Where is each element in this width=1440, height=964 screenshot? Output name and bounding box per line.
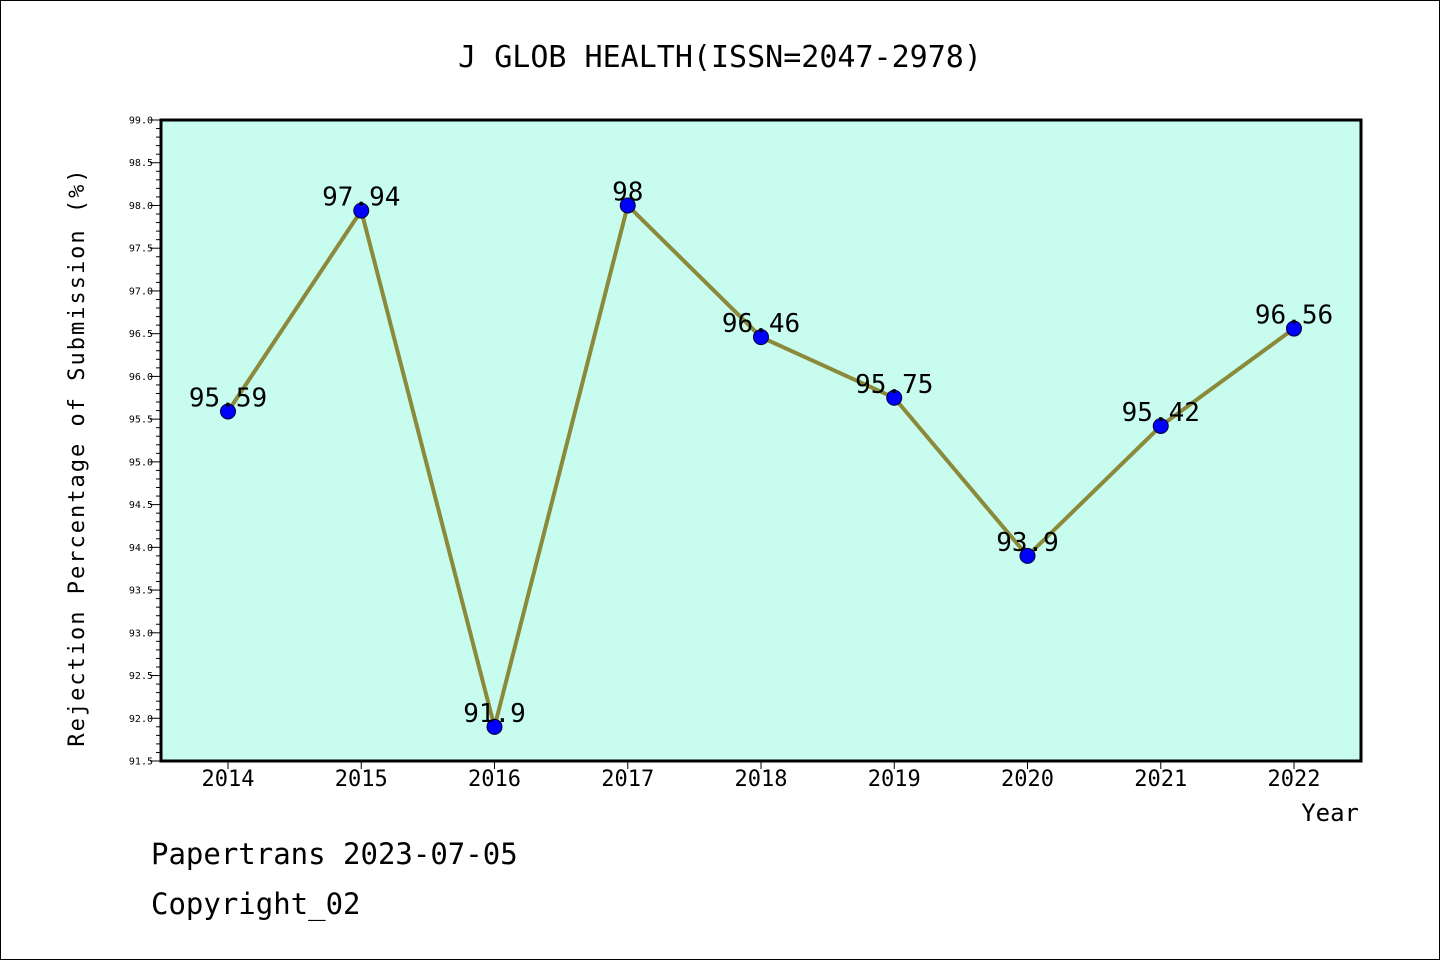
data-label: 98 [612,177,643,207]
x-axis-label: Year [1301,799,1359,827]
plot-area [161,120,1361,761]
y-tick-label: 96.5 [129,329,153,340]
series-layer [220,197,1302,735]
data-point [753,329,769,346]
y-tick-label: 99.0 [129,116,153,127]
data-point [486,718,503,735]
data-point [619,197,636,214]
x-axis: 2014 2015 2016 2017 2018 2019 2020 2021 2022 [202,761,1321,792]
x-tick-label: 2022 [1268,767,1321,792]
x-tick-label: 2020 [1001,767,1054,792]
data-point [220,403,236,420]
data-point [353,202,370,219]
footer-copyright: Copyright_02 [151,887,361,922]
chart-title: J GLOB HEALTH(ISSN=2047-2978) [458,40,982,75]
data-label: 95.42 [1122,398,1200,428]
x-tick-label: 2018 [735,767,788,792]
y-tick-label: 93.5 [129,586,153,597]
y-tick-label: 91.5 [129,757,153,768]
y-tick-label: 96.0 [129,372,153,383]
data-label: 96.56 [1255,301,1333,331]
x-tick-label: 2021 [1134,767,1187,792]
y-tick-label: 98.0 [129,201,153,212]
y-tick-label: 93.0 [129,628,153,639]
y-tick-label: 95.0 [129,457,153,468]
data-label: 97.94 [322,183,400,213]
data-point [886,389,903,406]
plot-border [159,118,1363,763]
data-label: 96.46 [722,309,800,339]
y-tick-label: 95.5 [129,415,153,426]
y-tick-label: 94.5 [129,500,153,511]
data-label: 95.59 [189,383,267,413]
footer-date: Papertrans 2023-07-05 [151,837,518,871]
x-tick-label: 2019 [868,767,921,792]
y-tick-label: 92.5 [129,671,153,682]
data-label: 93.9 [996,528,1059,558]
x-tick-label: 2016 [468,767,521,792]
y-axis-label: Rejection Percentage of Submission (%) [65,167,90,746]
y-axis: 91.5 92.0 92.5 93.0 93.5 94.0 94.5 95.0 95.5 96.0… [129,116,161,768]
y-tick-label: 94.0 [129,543,153,554]
data-point [1286,320,1302,337]
data-label: 95.75 [855,370,933,400]
x-tick-label: 2014 [202,767,255,792]
data-label: 91.9 [463,699,526,729]
x-tick-label: 2015 [335,767,388,792]
data-labels: 95.59 97.94 91.9 98 96.46 95.75 93.9 95.42 96.56 [189,177,1333,728]
y-tick-label: 97.0 [129,286,153,297]
y-tick-label: 92.0 [129,714,153,725]
data-point [1019,547,1036,564]
y-tick-label: 98.5 [129,158,153,169]
data-point [1152,417,1169,434]
x-tick-label: 2017 [601,767,654,792]
y-tick-label: 97.5 [129,244,153,255]
